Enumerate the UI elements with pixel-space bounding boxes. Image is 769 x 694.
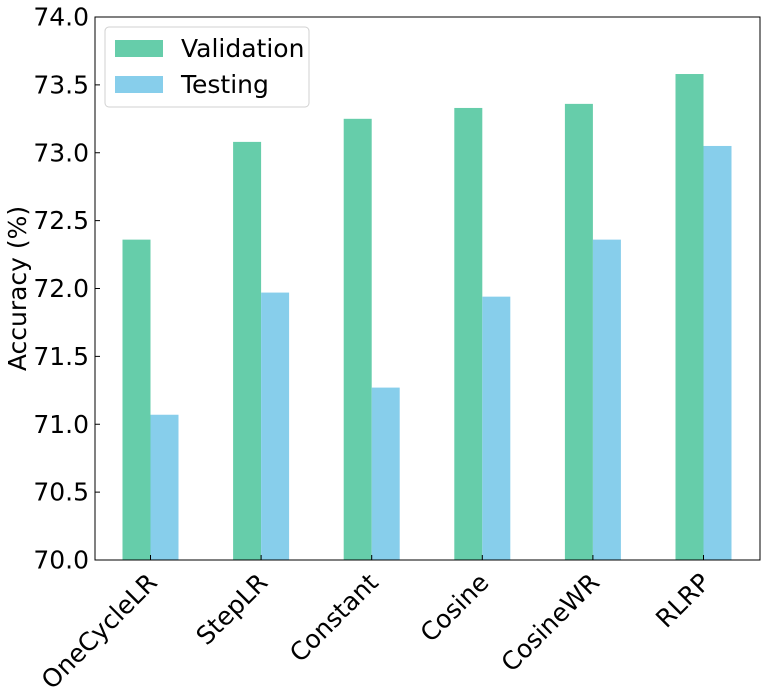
bar-validation-cosinewr <box>564 103 593 560</box>
y-tick-label: 72.0 <box>33 274 89 303</box>
y-tick-label: 70.0 <box>33 546 89 575</box>
bar-testing-constant <box>371 387 400 560</box>
bar-testing-cosine <box>482 296 511 560</box>
y-tick-label: 73.5 <box>33 70 89 99</box>
bar-validation-onecyclelr <box>122 239 151 560</box>
y-tick-label: 71.0 <box>33 410 89 439</box>
bar-testing-onecyclelr <box>150 414 179 560</box>
plot-frame <box>94 16 761 561</box>
y-tick-label: 71.5 <box>33 342 89 371</box>
y-tick-label: 72.5 <box>33 206 89 235</box>
y-axis-label: Accuracy (%) <box>3 206 32 371</box>
y-tick-label: 70.5 <box>33 478 89 507</box>
y-tick-label: 73.0 <box>33 138 89 167</box>
bar-validation-constant <box>343 118 372 560</box>
legend-swatch-testing <box>115 76 163 93</box>
legend-label-testing: Testing <box>180 70 269 99</box>
bar-validation-steplr <box>233 141 262 560</box>
bar-validation-cosine <box>454 107 483 560</box>
bars-layer <box>122 74 732 560</box>
bar-testing-rlrp <box>703 145 732 560</box>
bar-testing-steplr <box>261 292 290 560</box>
legend: Validation Testing <box>104 26 310 108</box>
legend-label-validation: Validation <box>181 34 304 63</box>
y-tick-label: 74.0 <box>33 3 89 32</box>
y-axis-ticks: 70.0 70.5 71.0 71.5 72.0 72.5 73.0 73.5 74.0 <box>33 3 100 575</box>
legend-swatch-validation <box>115 40 163 57</box>
bar-testing-cosinewr <box>592 239 621 560</box>
bar-validation-rlrp <box>675 74 704 560</box>
